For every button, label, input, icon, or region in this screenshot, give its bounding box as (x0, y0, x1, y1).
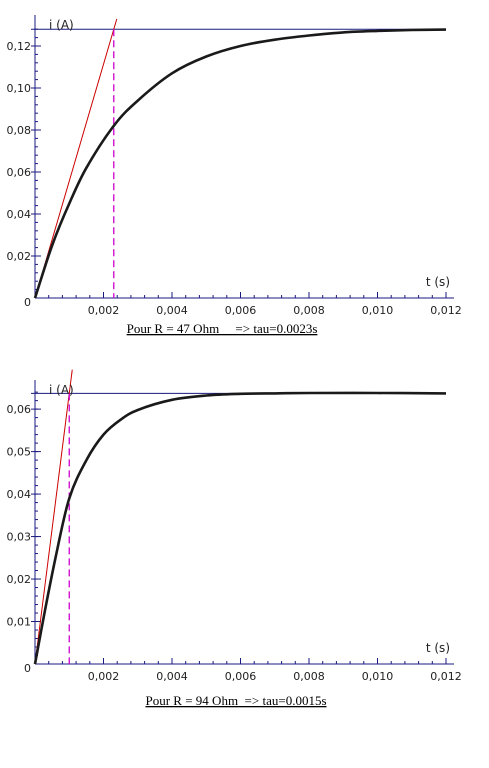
x-tick-label: 0,008 (293, 304, 325, 317)
x-tick-label: 0,006 (225, 304, 257, 317)
y-tick-label: 0,04 (7, 208, 32, 221)
x-tick-label: 0,002 (88, 304, 120, 317)
origin-label: 0 (24, 296, 31, 309)
x-tick-label: 0,004 (156, 670, 188, 683)
y-tick-label: 0,01 (7, 616, 32, 629)
x-tick-label: 0,010 (362, 304, 394, 317)
y-axis-label: i (A) (49, 18, 74, 32)
tangent-line (34, 369, 73, 665)
y-tick-label: 0,02 (7, 250, 32, 263)
origin-label: 0 (24, 662, 31, 675)
x-axis-label: t (s) (426, 275, 450, 289)
current-curve (33, 28, 447, 299)
x-tick-label: 0,008 (293, 670, 325, 683)
current-curve (33, 391, 447, 665)
x-tick-label: 0,002 (88, 670, 120, 683)
x-tick-label: 0,012 (430, 304, 462, 317)
y-tick-label: 0,02 (7, 573, 32, 586)
y-tick-label: 0,05 (7, 446, 32, 459)
y-axis-label: i (A) (49, 383, 74, 397)
tangent-line (34, 18, 118, 299)
x-tick-label: 0,004 (156, 304, 188, 317)
x-tick-label: 0,010 (362, 670, 394, 683)
y-tick-label: 0,10 (7, 82, 32, 95)
y-tick-label: 0,04 (7, 488, 32, 501)
x-tick-label: 0,012 (430, 670, 462, 683)
chart-r47: 0,002 0,004 0,006 0,008 0,010 0,012 0,02 0,04 0,… (7, 15, 462, 336)
y-tick-label: 0,06 (7, 403, 32, 416)
x-tick-label: 0,006 (225, 670, 257, 683)
y-tick-label: 0,12 (7, 40, 32, 53)
y-tick-label: 0,03 (7, 531, 32, 544)
chart-r94: 0,002 0,004 0,006 0,008 0,010 0,012 0,01 0,02 0,… (7, 369, 462, 708)
x-axis-label: t (s) (426, 641, 450, 655)
y-tick-label: 0,06 (7, 166, 32, 179)
chart-caption: Pour R = 47 Ohm => tau=0.0023s (127, 321, 318, 336)
chart-caption: Pour R = 94 Ohm => tau=0.0015s (146, 693, 327, 708)
y-tick-label: 0,08 (7, 124, 32, 137)
